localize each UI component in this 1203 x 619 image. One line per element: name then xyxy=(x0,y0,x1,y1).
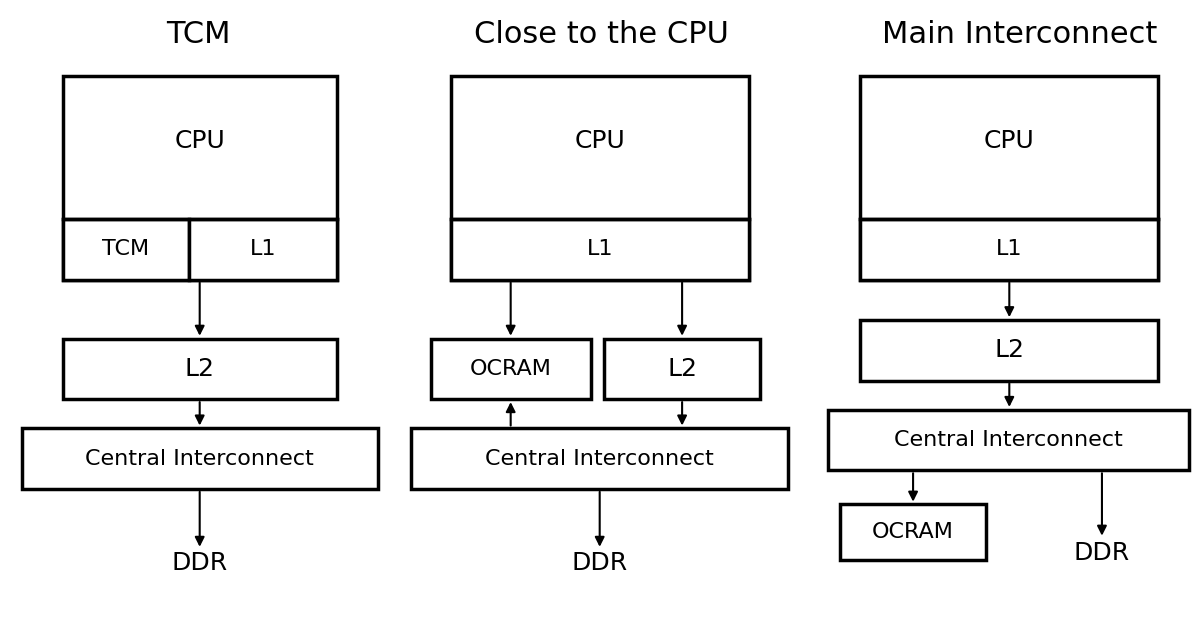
Text: CPU: CPU xyxy=(174,129,225,153)
FancyBboxPatch shape xyxy=(63,339,337,399)
FancyBboxPatch shape xyxy=(63,76,337,280)
Text: Main Interconnect: Main Interconnect xyxy=(883,20,1157,48)
FancyBboxPatch shape xyxy=(22,428,378,489)
FancyBboxPatch shape xyxy=(431,339,591,399)
Text: OCRAM: OCRAM xyxy=(469,359,552,379)
FancyBboxPatch shape xyxy=(63,219,189,280)
FancyBboxPatch shape xyxy=(860,219,1158,280)
Text: Central Interconnect: Central Interconnect xyxy=(894,430,1122,450)
FancyBboxPatch shape xyxy=(604,339,760,399)
Text: L1: L1 xyxy=(587,239,614,259)
FancyBboxPatch shape xyxy=(860,320,1158,381)
FancyBboxPatch shape xyxy=(840,504,986,560)
Text: DDR: DDR xyxy=(172,552,227,575)
Text: TCM: TCM xyxy=(102,239,149,259)
Text: CPU: CPU xyxy=(984,129,1035,153)
Text: L2: L2 xyxy=(995,339,1024,362)
FancyBboxPatch shape xyxy=(828,410,1189,470)
Text: CPU: CPU xyxy=(575,129,626,153)
Text: Central Interconnect: Central Interconnect xyxy=(485,449,715,469)
Text: Central Interconnect: Central Interconnect xyxy=(85,449,314,469)
Text: L1: L1 xyxy=(996,239,1023,259)
Text: Close to the CPU: Close to the CPU xyxy=(474,20,729,48)
Text: TCM: TCM xyxy=(166,20,231,48)
FancyBboxPatch shape xyxy=(860,76,1158,280)
Text: DDR: DDR xyxy=(1074,541,1130,565)
Text: L2: L2 xyxy=(668,357,697,381)
FancyBboxPatch shape xyxy=(451,219,749,280)
Text: L2: L2 xyxy=(185,357,214,381)
Text: DDR: DDR xyxy=(571,552,628,575)
Text: L1: L1 xyxy=(249,239,275,259)
FancyBboxPatch shape xyxy=(411,428,788,489)
FancyBboxPatch shape xyxy=(451,76,749,280)
FancyBboxPatch shape xyxy=(189,219,337,280)
Text: OCRAM: OCRAM xyxy=(872,522,954,542)
